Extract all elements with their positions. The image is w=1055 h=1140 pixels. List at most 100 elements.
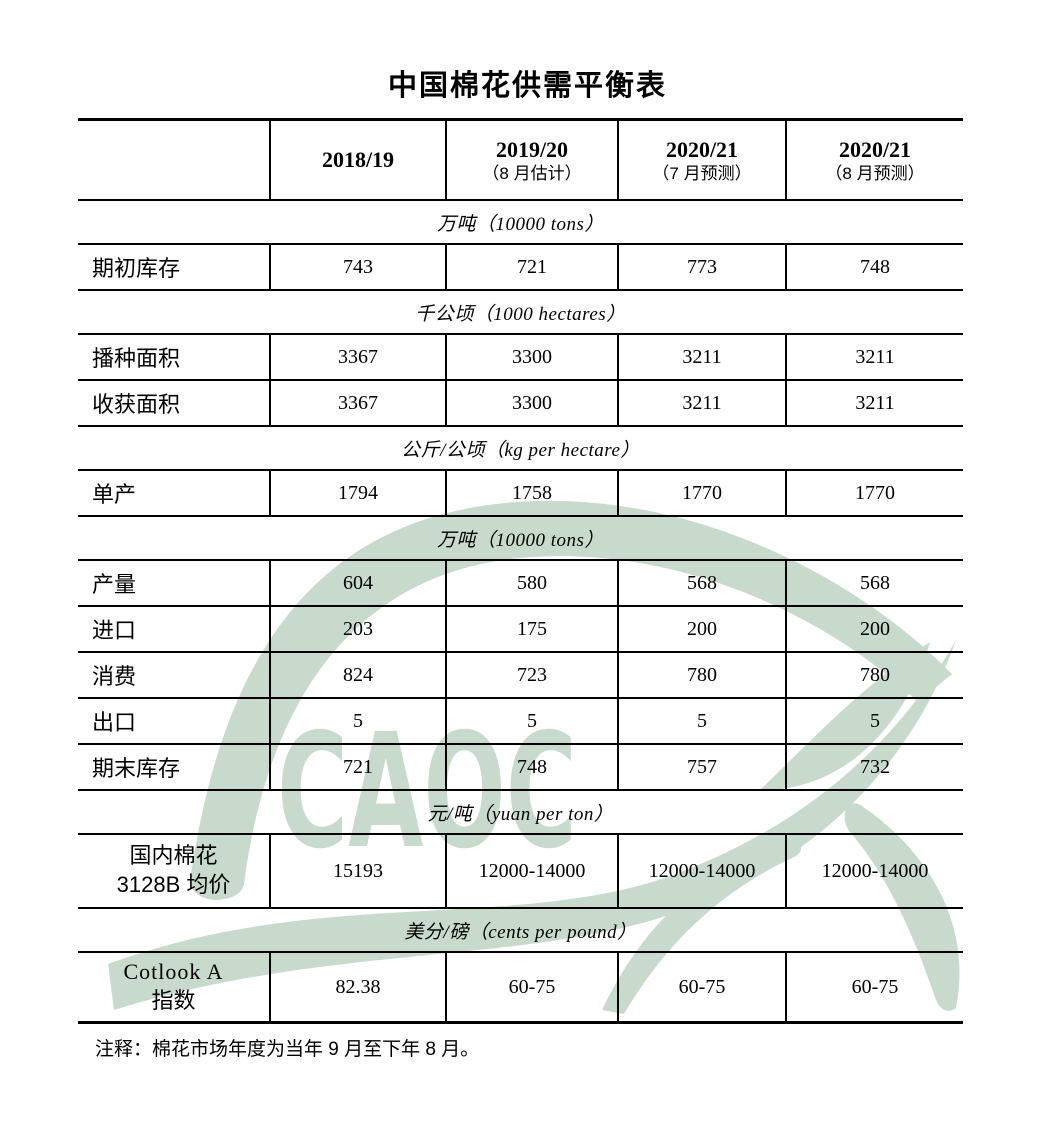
cell-value: 732 xyxy=(785,745,963,789)
cell-value: 3367 xyxy=(269,381,445,425)
unit-band: 公斤/公顷（kg per hectare） xyxy=(78,425,963,469)
cell-value: 824 xyxy=(269,653,445,697)
table-row: 收获面积 3367 3300 3211 3211 xyxy=(78,379,963,425)
watermark-stem-shape xyxy=(602,841,802,1014)
table-row: 期末库存 721 748 757 732 xyxy=(78,743,963,789)
cell-value: 748 xyxy=(445,745,617,789)
cell-value: 3367 xyxy=(269,335,445,379)
cell-value: 175 xyxy=(445,607,617,651)
table-row: 期初库存 743 721 773 748 xyxy=(78,243,963,289)
cell-value: 12000-14000 xyxy=(445,835,617,907)
header-empty-cell xyxy=(78,121,269,199)
cell-value: 568 xyxy=(785,561,963,605)
unit-label: 元/吨（yuan per ton） xyxy=(427,803,614,825)
row-label: 出口 xyxy=(92,710,137,735)
table-row: 单产 1794 1758 1770 1770 xyxy=(78,469,963,515)
cell-value: 3211 xyxy=(785,335,963,379)
header-col-1: 2018/19 xyxy=(269,121,445,199)
page-title: 中国棉花供需平衡表 xyxy=(387,70,667,102)
unit-band: 千公顷（1000 hectares） xyxy=(78,289,963,333)
cell-value: 3300 xyxy=(445,335,617,379)
cell-value: 743 xyxy=(269,245,445,289)
header-subtitle: （8 月估计） xyxy=(482,164,582,184)
watermark-leaf-right-shape xyxy=(760,642,930,791)
header-year: 2020/21 xyxy=(665,136,739,162)
unit-label: 美分/磅（cents per pound） xyxy=(404,921,637,943)
table-header-row: 2018/19 2019/20 （8 月估计） 2020/21 （7 月预测） … xyxy=(78,121,963,199)
row-label-line: 指数 xyxy=(151,988,196,1013)
table-row: 国内棉花 3128B 均价 15193 12000-14000 12000-14… xyxy=(78,833,963,907)
cell-value: 5 xyxy=(617,699,785,743)
row-label: 国内棉花 3128B 均价 xyxy=(78,835,269,907)
cell-value: 3211 xyxy=(785,381,963,425)
watermark-caoc-text: CAOC xyxy=(277,700,577,884)
cell-value: 3211 xyxy=(617,335,785,379)
cell-value: 5 xyxy=(785,699,963,743)
row-label: 单产 xyxy=(92,482,137,507)
unit-band: 万吨（10000 tons） xyxy=(78,199,963,243)
watermark-arc-shape xyxy=(190,500,952,900)
cell-value: 773 xyxy=(617,245,785,289)
row-label: 播种面积 xyxy=(92,346,181,371)
table-row: 进口 203 175 200 200 xyxy=(78,605,963,651)
row-label-line: Cotlook A xyxy=(123,959,224,985)
cell-value: 723 xyxy=(445,653,617,697)
cell-value: 721 xyxy=(445,245,617,289)
cell-value: 60-75 xyxy=(617,953,785,1021)
table-row: 产量 604 580 568 568 xyxy=(78,559,963,605)
cell-value: 60-75 xyxy=(785,953,963,1021)
header-col-4: 2020/21 （8 月预测） xyxy=(785,121,963,199)
cell-value: 1758 xyxy=(445,471,617,515)
cell-value: 580 xyxy=(445,561,617,605)
cell-value: 757 xyxy=(617,745,785,789)
cell-value: 5 xyxy=(445,699,617,743)
unit-label: 万吨（10000 tons） xyxy=(437,213,604,235)
unit-label: 公斤/公顷（kg per hectare） xyxy=(401,439,640,461)
header-col-2: 2019/20 （8 月估计） xyxy=(445,121,617,199)
row-label-line: 3128B 均价 xyxy=(116,872,231,897)
table-row: Cotlook A 指数 82.38 60-75 60-75 60-75 xyxy=(78,951,963,1021)
header-subtitle: （7 月预测） xyxy=(652,164,752,184)
table-row: 播种面积 3367 3300 3211 3211 xyxy=(78,333,963,379)
cell-value: 200 xyxy=(785,607,963,651)
header-col-3: 2020/21 （7 月预测） xyxy=(617,121,785,199)
cell-value: 1794 xyxy=(269,471,445,515)
unit-label: 千公顷（1000 hectares） xyxy=(415,303,626,325)
balance-table: 2018/19 2019/20 （8 月估计） 2020/21 （7 月预测） … xyxy=(78,118,963,1024)
row-label: Cotlook A 指数 xyxy=(78,953,269,1021)
unit-band: 美分/磅（cents per pound） xyxy=(78,907,963,951)
header-year: 2018/19 xyxy=(321,147,395,173)
cell-value: 60-75 xyxy=(445,953,617,1021)
cell-value: 780 xyxy=(785,653,963,697)
cell-value: 3300 xyxy=(445,381,617,425)
cell-value: 12000-14000 xyxy=(785,835,963,907)
cell-value: 3211 xyxy=(617,381,785,425)
watermark-wave-shape xyxy=(108,640,956,1010)
cell-value: 1770 xyxy=(785,471,963,515)
row-label: 收获面积 xyxy=(92,392,181,417)
note-text: 注释：棉花市场年度为当年 9 月至下年 8 月。 xyxy=(95,1039,480,1060)
cell-value: 721 xyxy=(269,745,445,789)
header-year: 2019/20 xyxy=(495,136,569,162)
cell-value: 82.38 xyxy=(269,953,445,1021)
cell-value: 15193 xyxy=(269,835,445,907)
row-label: 消费 xyxy=(92,664,137,689)
unit-band: 元/吨（yuan per ton） xyxy=(78,789,963,833)
row-label-line: 国内棉花 xyxy=(129,843,218,869)
row-label: 期初库存 xyxy=(92,256,181,281)
cell-value: 12000-14000 xyxy=(617,835,785,907)
row-label: 期末库存 xyxy=(92,756,181,781)
cell-value: 5 xyxy=(269,699,445,743)
row-label: 进口 xyxy=(92,618,137,643)
unit-band: 万吨（10000 tons） xyxy=(78,515,963,559)
table-row: 出口 5 5 5 5 xyxy=(78,697,963,743)
cell-value: 1770 xyxy=(617,471,785,515)
header-subtitle: （8 月预测） xyxy=(825,164,925,184)
table-row: 消费 824 723 780 780 xyxy=(78,651,963,697)
unit-label: 万吨（10000 tons） xyxy=(437,529,604,551)
cell-value: 200 xyxy=(617,607,785,651)
cell-value: 568 xyxy=(617,561,785,605)
cell-value: 748 xyxy=(785,245,963,289)
